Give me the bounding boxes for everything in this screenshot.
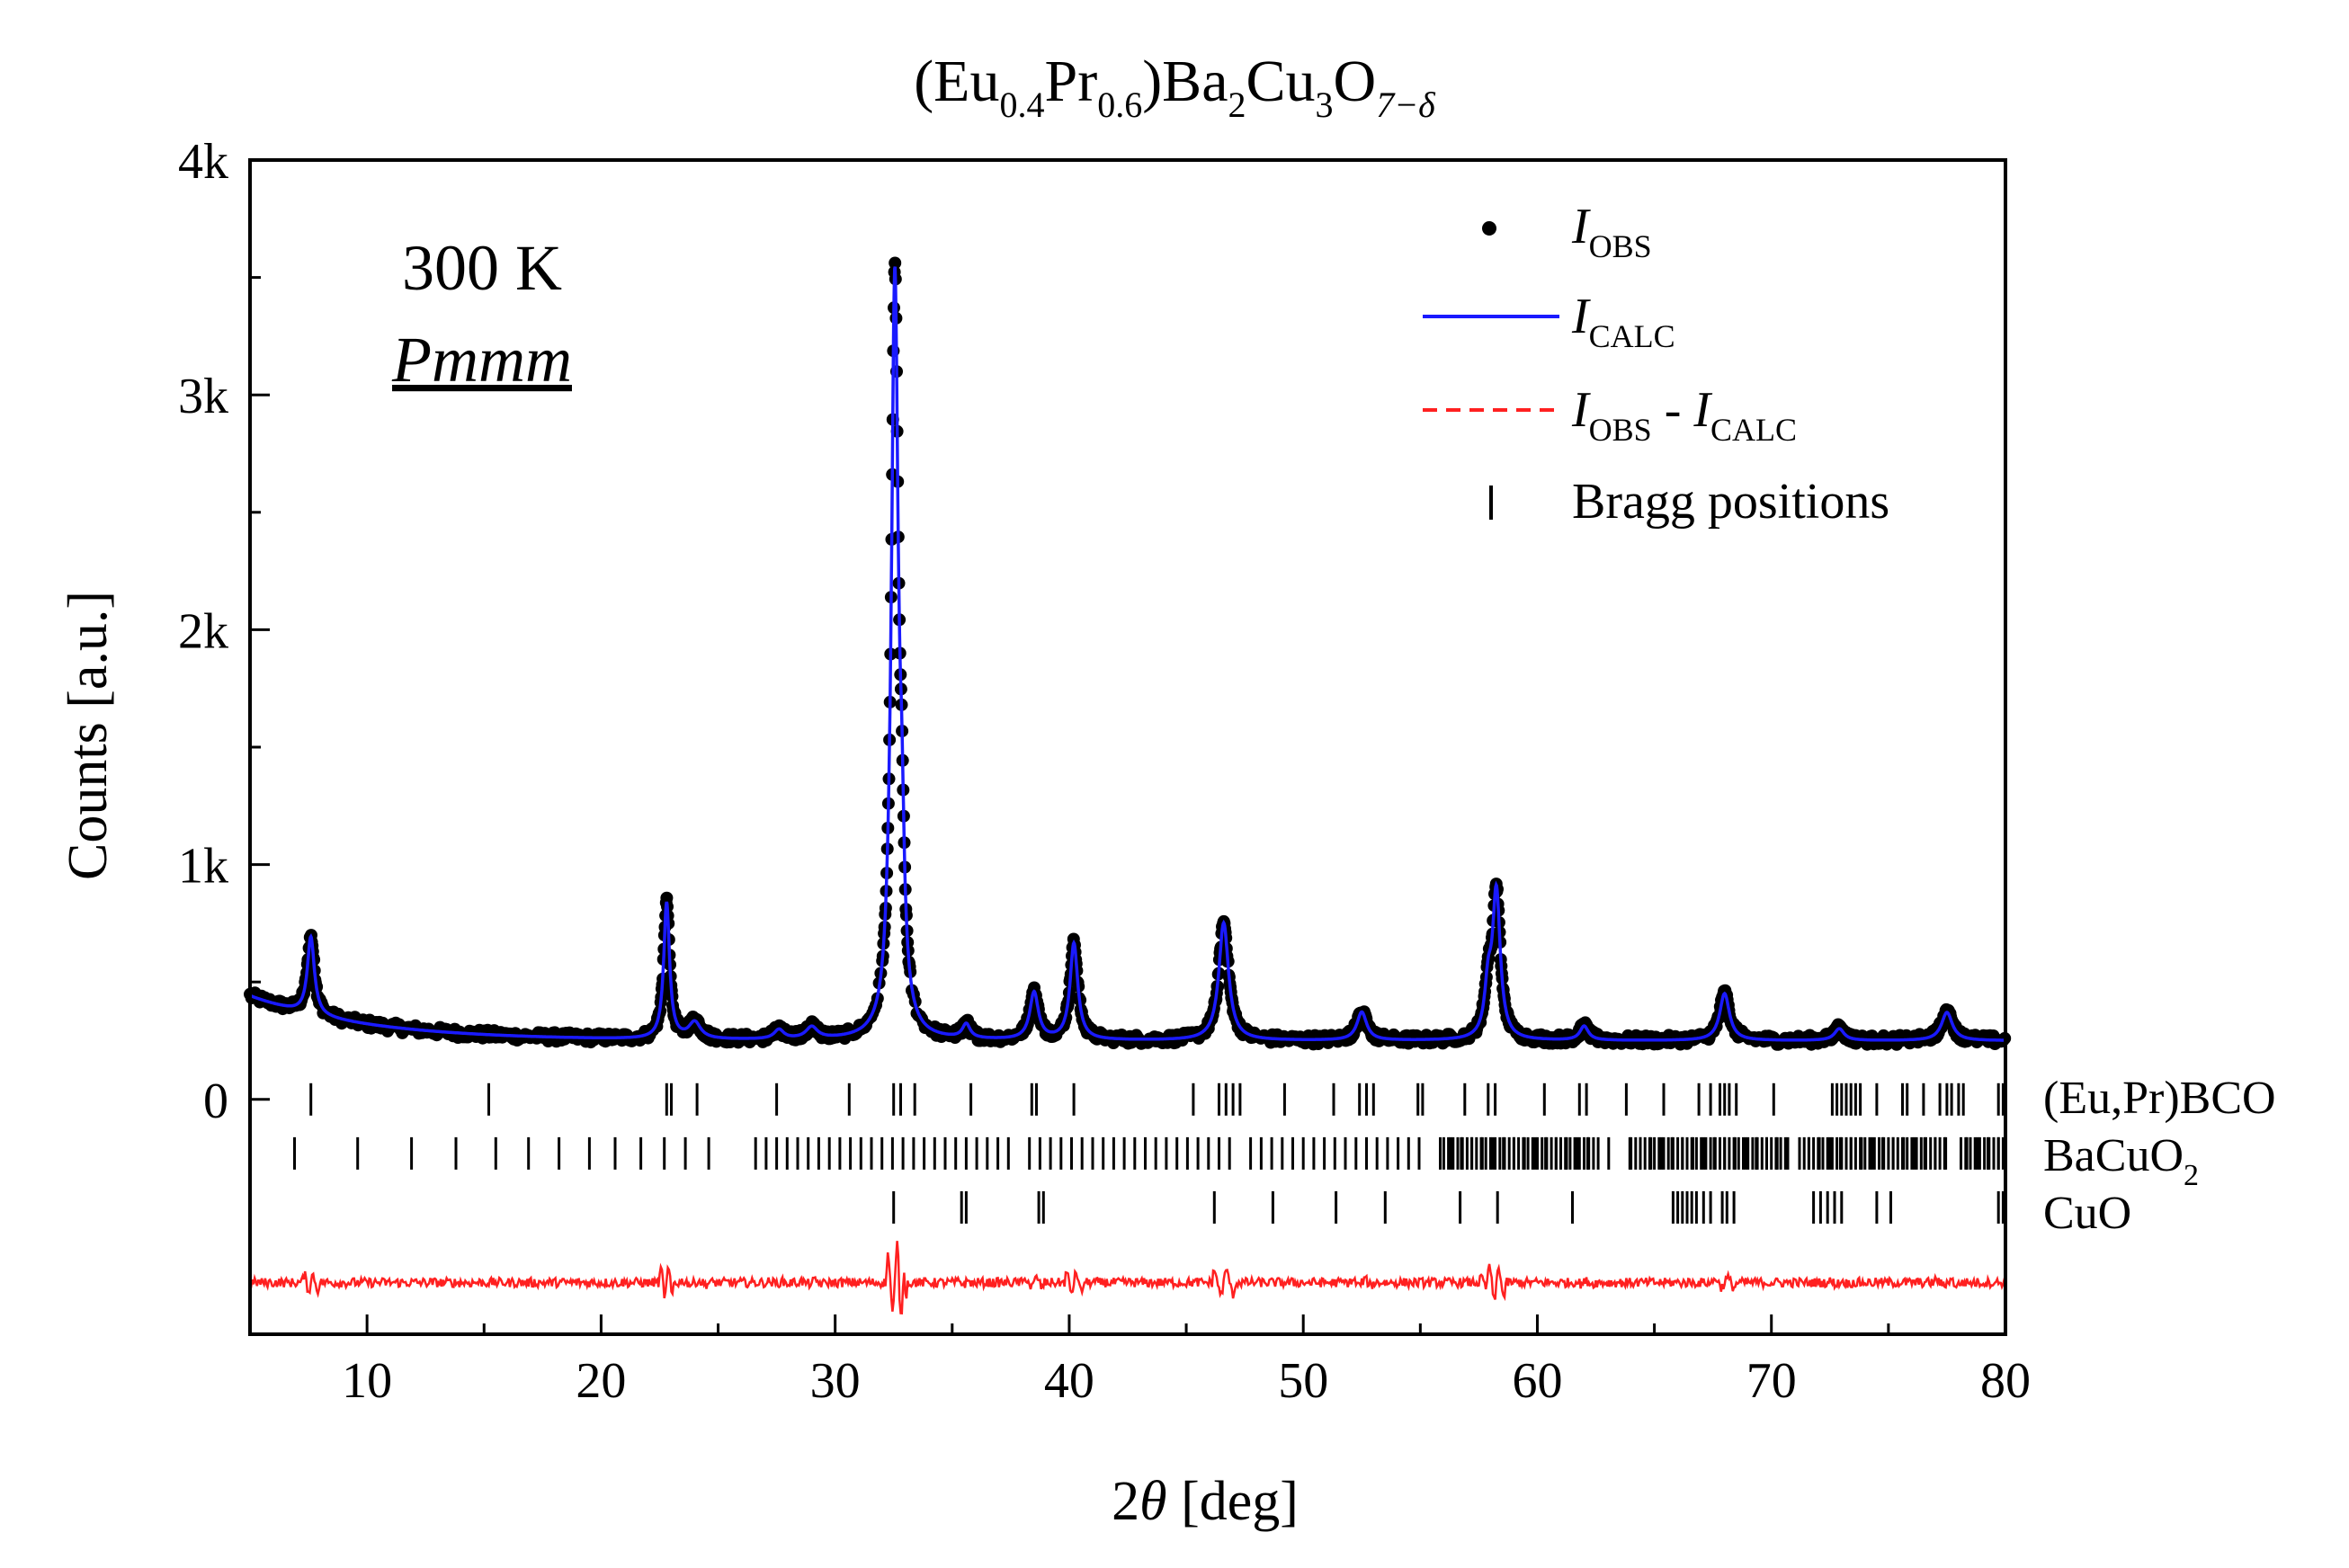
x-tick-label: 40: [1044, 1353, 1094, 1409]
plot-frame: [248, 158, 2007, 1336]
bragg-ticks: [293, 1082, 2005, 1224]
calculated-series: [249, 266, 2005, 1042]
x-tick-label: 60: [1512, 1353, 1562, 1409]
axis-ticks: 10 20 30 40 50 60 70 80 0 1k 2k 3k 4k: [178, 134, 2031, 1409]
phase-label-cuo: CuO: [2043, 1188, 2131, 1239]
obs-point: [889, 256, 902, 270]
x-axis-title: 2θ [deg]: [1112, 1471, 1299, 1532]
legend-bragg-label: Bragg positions: [1572, 474, 1889, 530]
x-tick-label: 20: [576, 1353, 626, 1409]
diff-line: [249, 1241, 2007, 1315]
y-tick-label: 3k: [178, 369, 228, 424]
y-tick-label: 1k: [178, 839, 228, 895]
legend-obs-marker: [1482, 221, 1496, 236]
legend-obs-label: IOBS: [1571, 199, 1652, 264]
phase-label-bacuo2: BaCuO2: [2043, 1130, 2199, 1192]
y-tick-label: 4k: [178, 134, 228, 190]
difference-series: [249, 1241, 2007, 1315]
x-tick-label: 10: [342, 1353, 392, 1409]
x-tick-label: 50: [1278, 1353, 1328, 1409]
legend-diff-label: IOBS - ICALC: [1571, 382, 1797, 448]
x-tick-label: 80: [1980, 1353, 2031, 1409]
calc-line: [249, 266, 2005, 1042]
legend: IOBS ICALC IOBS - ICALC Bragg positions: [1423, 199, 1889, 530]
y-tick-label: 2k: [178, 603, 228, 659]
legend-calc-label: ICALC: [1571, 289, 1675, 354]
y-tick-label: 0: [203, 1074, 228, 1129]
phase-label-eupr-bco: (Eu,Pr)BCO: [2043, 1073, 2276, 1124]
x-tick-label: 30: [810, 1353, 861, 1409]
x-tick-label: 70: [1746, 1353, 1797, 1409]
space-group-annotation: Pmmm: [391, 324, 572, 396]
chart-title: (Eu0.4Pr0.6)Ba2Cu3O7−δ: [914, 49, 1436, 125]
temperature-annotation: 300 K: [402, 232, 562, 304]
y-axis-title: Counts [a.u.]: [58, 591, 119, 880]
